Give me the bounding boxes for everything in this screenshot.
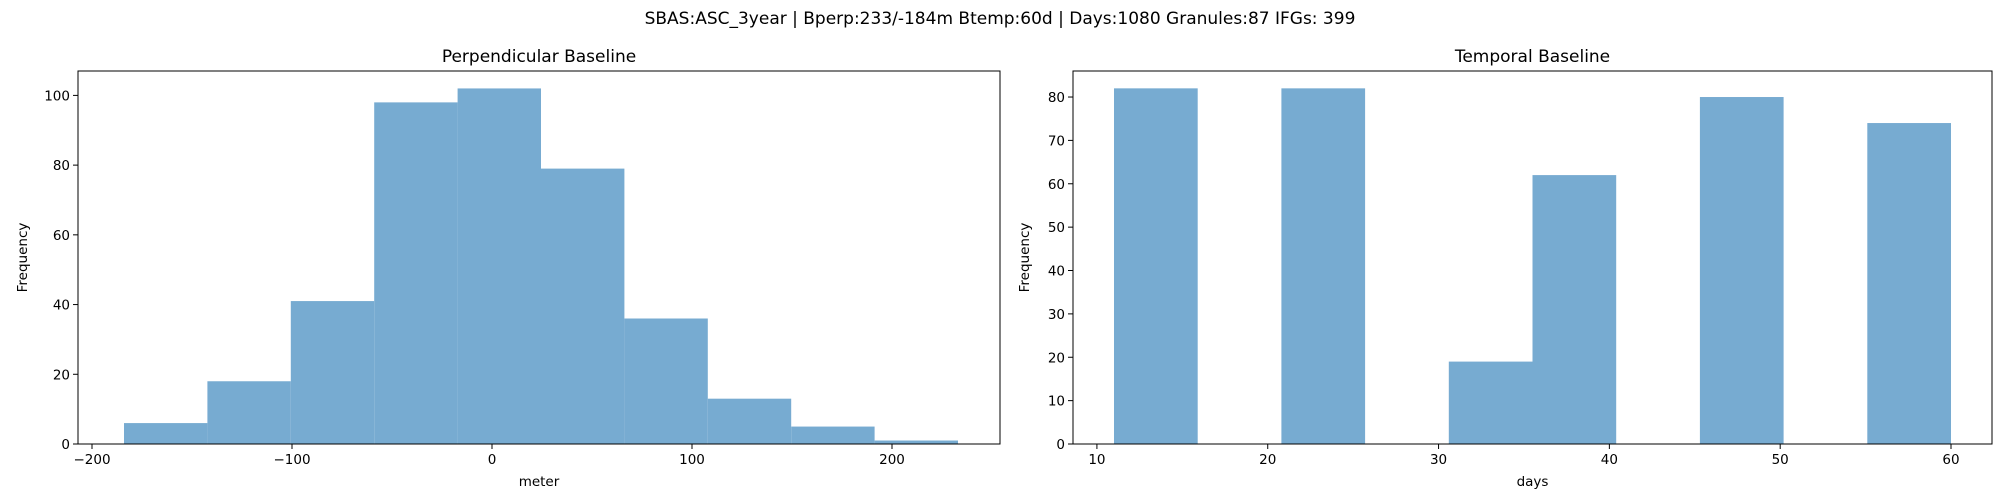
x-tick-label: 100 <box>679 452 705 468</box>
y-axis-label: Frequency <box>1017 223 1033 293</box>
histogram-bar <box>624 318 708 444</box>
histogram-bar <box>457 88 541 445</box>
histogram-bar <box>1532 175 1617 444</box>
axes-frame <box>1072 70 1993 445</box>
x-tick-label: 0 <box>488 452 497 468</box>
x-tick-label: 200 <box>879 452 905 468</box>
x-tick-label: −100 <box>273 452 310 468</box>
y-tick-label: 60 <box>1048 177 1065 193</box>
histogram-bar <box>207 381 291 444</box>
y-tick-label: 40 <box>1048 264 1065 280</box>
bars <box>124 88 958 445</box>
x-tick-label: 50 <box>1772 452 1789 468</box>
histogram-bar <box>1448 361 1533 444</box>
y-tick-label: 60 <box>53 228 70 244</box>
y-axis-ticks: 0 10 20 30 40 50 60 70 80 <box>1048 90 1073 453</box>
axes-title: Temporal Baseline <box>1454 47 1610 67</box>
histogram-bar <box>374 102 458 444</box>
y-tick-label: 100 <box>44 88 70 104</box>
y-tick-label: 10 <box>1048 394 1065 410</box>
histogram-bar <box>290 301 375 444</box>
x-tick-label: 20 <box>1259 452 1276 468</box>
y-tick-label: 40 <box>53 298 70 314</box>
histogram-bar <box>1281 88 1366 444</box>
y-tick-label: 50 <box>1048 220 1065 236</box>
x-tick-label: 60 <box>1942 452 1959 468</box>
x-axis-ticks: 10 20 30 40 50 60 <box>1088 444 1960 468</box>
x-tick-label: −200 <box>73 452 110 468</box>
y-tick-label: 30 <box>1048 307 1065 323</box>
x-axis-label: days <box>1517 474 1549 490</box>
x-tick-label: 30 <box>1430 452 1447 468</box>
axes-frame <box>77 70 1001 445</box>
x-tick-label: 10 <box>1088 452 1105 468</box>
axes-title: Perpendicular Baseline <box>442 47 636 67</box>
y-axis-ticks: 0 20 40 60 80 100 <box>44 88 78 453</box>
histogram-bar <box>1867 123 1952 444</box>
y-tick-label: 20 <box>53 367 70 383</box>
panel-perpendicular-baseline: Perpendicular Baseline −200 −100 0 100 200 0… <box>15 47 1001 490</box>
histogram-bar <box>124 423 208 444</box>
y-tick-label: 0 <box>61 437 70 453</box>
x-axis-ticks: −200 −100 0 100 200 <box>73 444 905 468</box>
histogram-bar <box>1113 88 1198 444</box>
y-tick-label: 80 <box>1048 90 1065 106</box>
y-tick-label: 0 <box>1056 437 1065 453</box>
y-tick-label: 70 <box>1048 133 1065 149</box>
histogram-bar <box>791 426 875 444</box>
y-tick-label: 20 <box>1048 350 1065 366</box>
bars <box>1113 88 1952 444</box>
panel-temporal-baseline: Temporal Baseline 10 20 30 40 50 60 0 10 20 30 40… <box>1017 47 1993 490</box>
figure-suptitle: SBAS:ASC_3year | Bperp:233/-184m Btemp:6… <box>645 9 1356 29</box>
x-axis-label: meter <box>519 474 560 490</box>
histogram-bar <box>541 168 625 444</box>
x-tick-label: 40 <box>1601 452 1618 468</box>
histogram-bar <box>1699 97 1784 444</box>
y-tick-label: 80 <box>53 158 70 174</box>
histogram-bar <box>874 440 958 444</box>
histogram-bar <box>707 398 792 444</box>
y-axis-label: Frequency <box>15 223 31 293</box>
